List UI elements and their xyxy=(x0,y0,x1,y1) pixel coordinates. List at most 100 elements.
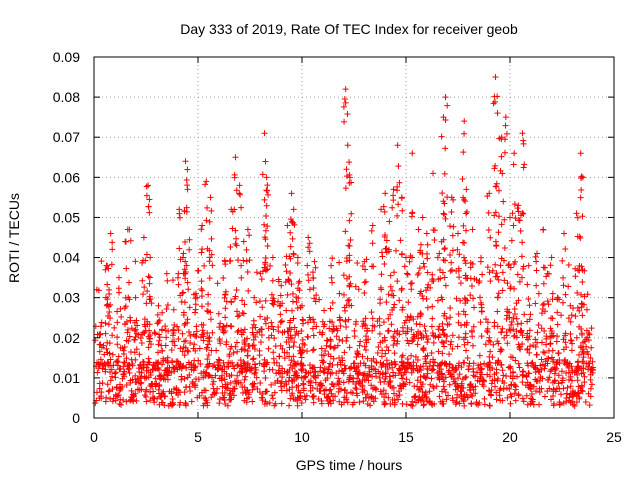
data-point xyxy=(311,368,318,375)
data-point xyxy=(253,299,260,306)
data-point xyxy=(228,298,235,305)
data-point xyxy=(408,279,415,286)
y-tick-label: 0.03 xyxy=(53,290,80,306)
data-point xyxy=(227,396,234,403)
data-point xyxy=(589,366,596,373)
data-point xyxy=(198,278,205,285)
data-point xyxy=(389,204,396,211)
data-point xyxy=(262,261,269,268)
data-point xyxy=(158,372,165,379)
data-point xyxy=(554,309,561,316)
data-point xyxy=(560,282,567,289)
data-point xyxy=(426,388,433,395)
data-point xyxy=(222,261,229,268)
data-point xyxy=(328,274,335,281)
data-point xyxy=(202,387,209,394)
data-point xyxy=(419,214,426,221)
data-point xyxy=(254,385,261,392)
data-point xyxy=(151,399,158,406)
data-point xyxy=(250,317,257,324)
data-point xyxy=(574,304,581,311)
data-point xyxy=(540,280,547,287)
data-point xyxy=(383,357,390,364)
data-point xyxy=(474,369,481,376)
data-point xyxy=(476,278,483,285)
data-point xyxy=(368,382,375,389)
data-point xyxy=(354,350,361,357)
data-point xyxy=(164,372,171,379)
data-point xyxy=(240,257,247,264)
y-tick-label: 0.02 xyxy=(53,330,80,346)
data-point xyxy=(439,269,446,276)
data-point xyxy=(574,289,581,296)
data-point xyxy=(431,237,438,244)
data-point xyxy=(300,381,307,388)
data-point xyxy=(566,397,573,404)
data-point xyxy=(500,372,507,379)
data-point xyxy=(462,330,469,337)
data-point xyxy=(198,249,205,256)
data-point xyxy=(555,372,562,379)
data-point xyxy=(155,359,162,366)
data-point xyxy=(198,303,205,310)
data-point xyxy=(383,299,390,306)
data-point xyxy=(162,323,169,330)
data-point xyxy=(128,394,135,401)
data-point xyxy=(106,340,113,347)
data-point xyxy=(461,118,468,125)
x-tick-label: 15 xyxy=(398,429,414,445)
data-point xyxy=(576,395,583,402)
data-point xyxy=(494,323,501,330)
data-point xyxy=(262,255,269,262)
data-point xyxy=(143,192,150,199)
data-point xyxy=(467,264,474,271)
data-point xyxy=(381,378,388,385)
data-point xyxy=(238,331,245,338)
data-point xyxy=(132,326,139,333)
data-point xyxy=(287,361,294,368)
data-point xyxy=(234,339,241,346)
data-point xyxy=(428,367,435,374)
data-point xyxy=(234,313,241,320)
data-point xyxy=(355,379,362,386)
data-point xyxy=(352,283,359,290)
data-point xyxy=(257,270,264,277)
data-point xyxy=(287,255,294,262)
data-point xyxy=(251,294,258,301)
data-point xyxy=(493,396,500,403)
data-point xyxy=(274,377,281,384)
data-point xyxy=(256,347,263,354)
data-point xyxy=(216,324,223,331)
data-point xyxy=(469,226,476,233)
data-point xyxy=(391,350,398,357)
data-point xyxy=(579,312,586,319)
data-point xyxy=(108,261,115,268)
data-point xyxy=(216,336,223,343)
data-point xyxy=(155,302,162,309)
data-point xyxy=(222,291,229,298)
data-point xyxy=(524,360,531,367)
data-point xyxy=(294,402,301,409)
data-point xyxy=(574,364,581,371)
data-point xyxy=(220,275,227,282)
data-point xyxy=(346,283,353,290)
data-point xyxy=(246,232,253,239)
data-point xyxy=(275,324,282,331)
data-point xyxy=(475,362,482,369)
data-point xyxy=(377,359,384,366)
data-point xyxy=(398,353,405,360)
data-point xyxy=(333,370,340,377)
data-point xyxy=(191,364,198,371)
data-point xyxy=(368,309,375,316)
data-point xyxy=(132,294,139,301)
data-point xyxy=(147,382,154,389)
data-point xyxy=(441,310,448,317)
data-point xyxy=(123,265,130,272)
data-point xyxy=(547,340,554,347)
data-point xyxy=(263,202,270,209)
data-point xyxy=(422,328,429,335)
data-point xyxy=(481,395,488,402)
data-point xyxy=(492,261,499,268)
data-point xyxy=(316,296,323,303)
data-point xyxy=(233,235,240,242)
